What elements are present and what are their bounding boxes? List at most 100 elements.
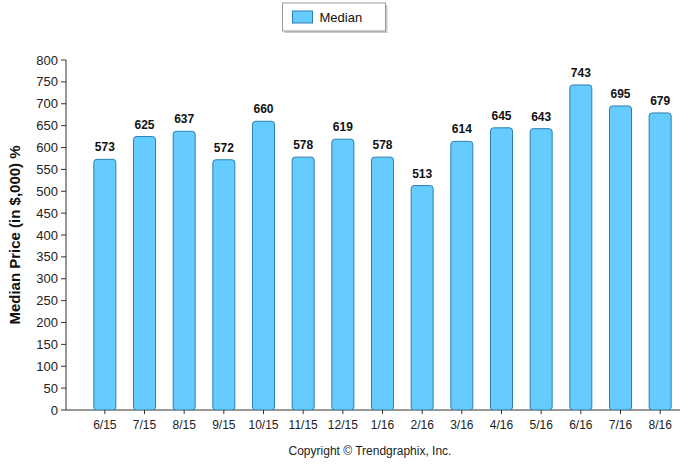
- x-tick: [144, 410, 145, 414]
- data-label: 578: [372, 138, 392, 152]
- y-tick-label: 800: [36, 53, 58, 68]
- x-tick-label: 6/16: [569, 418, 593, 432]
- x-tick: [342, 410, 343, 414]
- y-tick: [61, 60, 66, 61]
- y-tick: [61, 81, 66, 82]
- x-tick-label: 5/16: [529, 418, 553, 432]
- x-tick: [104, 410, 105, 414]
- x-tick: [422, 410, 423, 414]
- data-label: 643: [531, 110, 551, 124]
- legend-swatch: [293, 11, 313, 23]
- x-tick-label: 7/15: [133, 418, 157, 432]
- x-tick-label: 1/16: [371, 418, 395, 432]
- y-axis: [66, 60, 67, 410]
- bar: [173, 131, 195, 410]
- y-tick-label: 500: [36, 184, 58, 199]
- y-tick: [61, 366, 66, 367]
- data-label: 645: [491, 109, 511, 123]
- y-tick-label: 300: [36, 271, 58, 286]
- y-tick: [61, 256, 66, 257]
- data-label: 679: [650, 94, 670, 108]
- x-tick-label: 10/15: [248, 418, 278, 432]
- y-tick-label: 100: [36, 359, 58, 374]
- y-tick-label: 650: [36, 118, 58, 133]
- x-tick: [382, 410, 383, 414]
- y-tick-label: 400: [36, 228, 58, 243]
- data-label: 619: [333, 120, 353, 134]
- y-tick-label: 700: [36, 96, 58, 111]
- y-tick-label: 600: [36, 140, 58, 155]
- y-tick: [61, 103, 66, 104]
- x-tick-label: 9/15: [212, 418, 236, 432]
- x-tick-label: 8/16: [648, 418, 672, 432]
- bar: [253, 121, 275, 410]
- bar: [570, 85, 592, 410]
- y-tick-label: 150: [36, 337, 58, 352]
- chart: 0501001502002503003504004505005506006507…: [0, 0, 688, 468]
- y-tick: [61, 322, 66, 323]
- data-label: 614: [452, 122, 472, 136]
- y-tick-label: 450: [36, 206, 58, 221]
- x-tick: [184, 410, 185, 414]
- data-label: 573: [95, 140, 115, 154]
- bar: [332, 139, 354, 410]
- x-tick-label: 6/15: [93, 418, 117, 432]
- y-tick-label: 550: [36, 162, 58, 177]
- x-tick-label: 3/16: [450, 418, 474, 432]
- bar: [372, 157, 394, 410]
- annotation: Copyright © Trendgraphix, Inc.: [289, 444, 452, 458]
- x-tick: [580, 410, 581, 414]
- y-tick-label: 50: [44, 381, 58, 396]
- y-tick: [61, 169, 66, 170]
- y-tick-label: 250: [36, 293, 58, 308]
- x-tick: [303, 410, 304, 414]
- bar: [94, 159, 116, 410]
- x-tick: [620, 410, 621, 414]
- bar: [530, 129, 552, 410]
- x-tick-label: 8/15: [172, 418, 196, 432]
- x-tick-label: 2/16: [410, 418, 434, 432]
- legend-box: [283, 3, 386, 31]
- data-label: 743: [571, 66, 591, 80]
- y-tick: [61, 147, 66, 148]
- x-tick-label: 7/16: [609, 418, 633, 432]
- bar: [491, 128, 513, 410]
- y-tick: [61, 191, 66, 192]
- y-tick: [61, 235, 66, 236]
- bar: [213, 160, 235, 410]
- y-tick: [61, 125, 66, 126]
- x-tick: [541, 410, 542, 414]
- legend-label: Median: [320, 10, 363, 25]
- x-tick: [223, 410, 224, 414]
- y-axis-label: Median Price (in $,000) %: [6, 145, 23, 324]
- y-tick: [61, 278, 66, 279]
- data-label: 625: [134, 118, 154, 132]
- x-tick-label: 4/16: [490, 418, 514, 432]
- x-tick: [660, 410, 661, 414]
- y-tick: [61, 300, 66, 301]
- bar: [292, 157, 314, 410]
- data-label: 637: [174, 112, 194, 126]
- legend: Median: [283, 3, 388, 33]
- x-tick: [263, 410, 264, 414]
- y-tick-label: 750: [36, 74, 58, 89]
- bar: [649, 113, 671, 410]
- data-label: 578: [293, 138, 313, 152]
- x-tick-label: 11/15: [289, 418, 318, 432]
- bars: [94, 85, 671, 410]
- bar: [451, 141, 473, 410]
- x-tick: [501, 410, 502, 414]
- data-label: 660: [253, 102, 273, 116]
- y-tick-label: 0: [51, 403, 58, 418]
- y-tick: [61, 213, 66, 214]
- y-tick-label: 200: [36, 315, 58, 330]
- data-label: 695: [610, 87, 630, 101]
- y-tick: [61, 410, 66, 411]
- y-tick: [61, 388, 66, 389]
- x-tick: [461, 410, 462, 414]
- bar: [134, 137, 156, 410]
- data-label: 513: [412, 167, 432, 181]
- x-tick-label: 12/15: [328, 418, 358, 432]
- bar: [411, 186, 433, 410]
- bar: [610, 106, 632, 410]
